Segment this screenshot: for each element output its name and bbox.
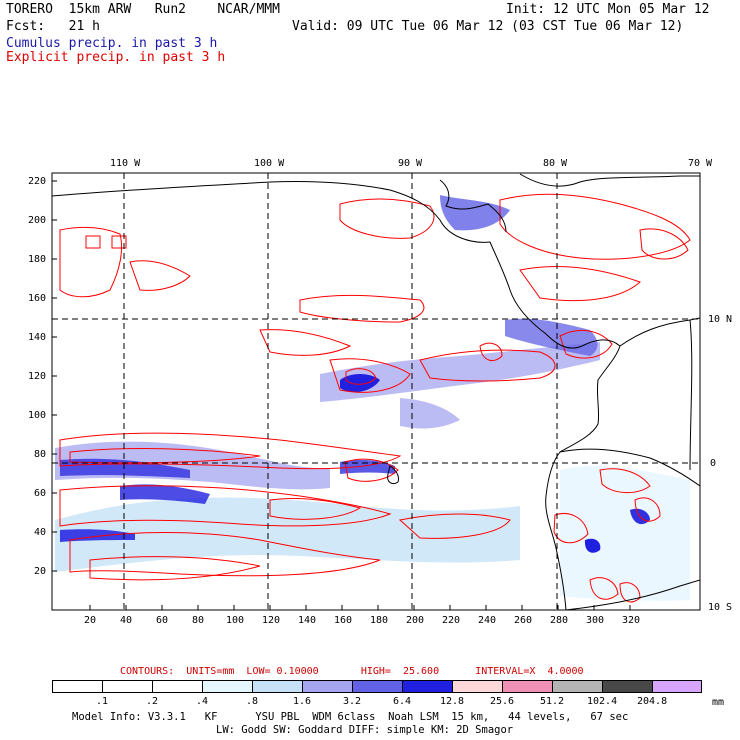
lon-label-80w: 80 W — [543, 158, 568, 169]
colorbar-box-4 — [252, 680, 302, 693]
colorbar-box-11 — [602, 680, 652, 693]
lon-label-110w: 110 W — [110, 158, 141, 169]
colorbar-box-5 — [302, 680, 352, 693]
x-tick-40: 40 — [120, 615, 133, 626]
colorbar-box-1 — [102, 680, 152, 693]
y-tick-200: 200 — [28, 215, 47, 226]
x-tick-20: 20 — [84, 615, 97, 626]
y-tick-40: 40 — [34, 527, 47, 538]
valid-time: Valid: 09 UTC Tue 06 Mar 12 (03 CST Tue … — [292, 19, 684, 34]
x-tick-220: 220 — [442, 615, 461, 626]
colorbar-label: 204.8 — [637, 696, 668, 707]
y-tick-100: 100 — [28, 410, 47, 421]
x-tick-200: 200 — [406, 615, 425, 626]
colorbar-label: .4 — [196, 696, 209, 707]
x-tick-280: 280 — [550, 615, 569, 626]
x-tick-180: 180 — [370, 615, 389, 626]
y-tick-20: 20 — [34, 566, 47, 577]
x-tick-100: 100 — [226, 615, 245, 626]
y-tick-120: 120 — [28, 371, 47, 382]
colorbar-label: 12.8 — [440, 696, 465, 707]
colorbar-unit: mm — [712, 697, 725, 708]
x-tick-320: 320 — [622, 615, 641, 626]
tick-marks — [52, 180, 631, 610]
model-run-title: TORERO 15km ARW Run2 NCAR/MMM — [6, 2, 280, 17]
y-tick-140: 140 — [28, 332, 47, 343]
colorbar-box-6 — [352, 680, 402, 693]
y-tick-180: 180 — [28, 254, 47, 265]
y-tick-60: 60 — [34, 488, 47, 499]
colorbar-box-9 — [502, 680, 552, 693]
map-frame — [51, 172, 701, 611]
x-tick-140: 140 — [298, 615, 317, 626]
lon-label-70w: 70 W — [688, 158, 713, 169]
x-tick-60: 60 — [156, 615, 169, 626]
x-tick-80: 80 — [192, 615, 205, 626]
colorbar-box-0 — [52, 680, 102, 693]
lon-label-90w: 90 W — [398, 158, 423, 169]
y-tick-160: 160 — [28, 293, 47, 304]
lon-label-100w: 100 W — [254, 158, 285, 169]
colorbar-box-2 — [152, 680, 202, 693]
colorbar-label: .1 — [96, 696, 109, 707]
explicit-legend: Explicit precip. in past 3 h — [6, 50, 226, 65]
colorbar-box-10 — [552, 680, 602, 693]
model-info-line2: LW: Godd SW: Goddard DIFF: simple KM: 2D… — [216, 724, 514, 736]
cumulus-precip-areas — [55, 195, 690, 601]
graticule — [52, 173, 700, 610]
x-tick-300: 300 — [586, 615, 605, 626]
contours-info: CONTOURS: UNITS=mm LOW= 0.10000 HIGH= 25… — [120, 666, 584, 677]
forecast-hour: Fcst: 21 h — [6, 19, 100, 34]
cumulus-legend: Cumulus precip. in past 3 h — [6, 36, 218, 51]
colorbar-label: 6.4 — [393, 696, 412, 707]
coastlines — [52, 173, 700, 610]
x-tick-240: 240 — [478, 615, 497, 626]
colorbar-box-8 — [452, 680, 502, 693]
explicit-precip-contours — [59, 193, 691, 603]
colorbar-label: .2 — [146, 696, 159, 707]
model-info-line1: Model Info: V3.3.1 KF YSU PBL WDM 6class… — [72, 711, 629, 723]
colorbar-label: 51.2 — [540, 696, 565, 707]
x-tick-160: 160 — [334, 615, 353, 626]
colorbar-label: 25.6 — [490, 696, 515, 707]
colorbar-box-7 — [402, 680, 452, 693]
init-time: Init: 12 UTC Mon 05 Mar 12 — [506, 2, 710, 17]
y-tick-80: 80 — [34, 449, 47, 460]
colorbar-label: 1.6 — [293, 696, 312, 707]
x-tick-260: 260 — [514, 615, 533, 626]
colorbar-label: 3.2 — [343, 696, 362, 707]
lat-label-10n: 10 N — [708, 314, 733, 325]
colorbar-label: 102.4 — [587, 696, 618, 707]
y-tick-220: 220 — [28, 176, 47, 187]
colorbar-label: .8 — [246, 696, 259, 707]
lat-label-10s: 10 S — [708, 602, 733, 613]
colorbar-box-3 — [202, 680, 252, 693]
lat-label-0: 0 — [710, 458, 717, 469]
colorbar-box-12 — [652, 680, 702, 693]
x-tick-120: 120 — [262, 615, 281, 626]
